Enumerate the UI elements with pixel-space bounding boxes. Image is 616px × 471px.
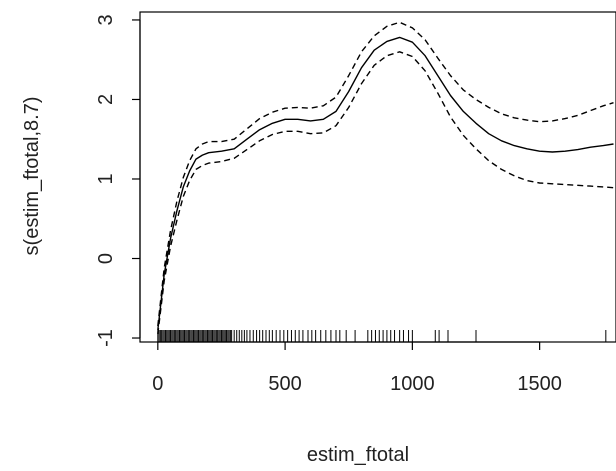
rug-group [157, 330, 607, 342]
upper-confidence-band [157, 21, 614, 327]
y-axis: -1 0 1 2 3 [95, 14, 141, 347]
x-tick-label: 1000 [390, 373, 435, 395]
x-axis: 0 500 1000 1500 [152, 341, 562, 395]
x-tick-label: 0 [152, 373, 163, 395]
y-tick-label: 1 [95, 173, 117, 184]
y-axis-title: s(estim_ftotal,8.7) [21, 97, 43, 256]
curve-group [157, 21, 614, 335]
x-tick-label: 1500 [517, 373, 562, 395]
lower-confidence-band [157, 51, 614, 335]
y-tick-label: -1 [95, 329, 117, 347]
y-tick-label: 0 [95, 253, 117, 264]
x-tick-label: 500 [268, 373, 301, 395]
smooth-estimate-line [157, 36, 614, 331]
y-tick-label: 2 [95, 94, 117, 105]
y-tick-label: 3 [95, 14, 117, 25]
plot-frame [139, 11, 616, 343]
x-axis-title: estim_ftotal [307, 444, 409, 466]
